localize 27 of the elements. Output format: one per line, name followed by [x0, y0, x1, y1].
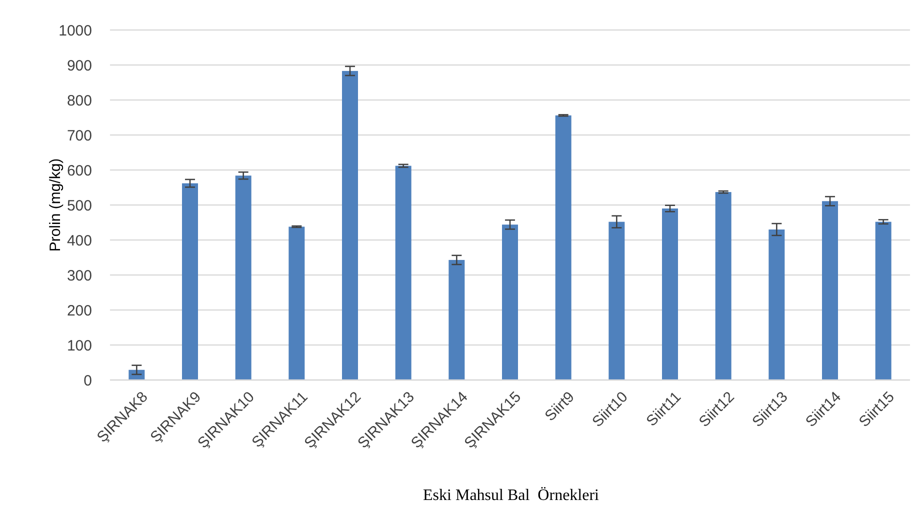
bar	[822, 201, 838, 380]
y-tick-label: 600	[66, 162, 92, 180]
bar	[662, 208, 678, 380]
bar	[555, 115, 572, 380]
y-axis-title: Prolin (mg/kg)	[47, 158, 64, 252]
y-tick-label: 900	[66, 57, 92, 74]
bar	[235, 176, 252, 380]
y-tick-label: 200	[66, 302, 92, 320]
y-tick-label: 700	[66, 127, 92, 144]
bar	[715, 192, 732, 380]
y-tick-label: 300	[66, 267, 92, 284]
y-tick-label: 0	[84, 372, 92, 390]
y-tick-label: 500	[66, 197, 92, 214]
y-tick-label: 400	[66, 232, 92, 250]
bar	[608, 222, 625, 380]
x-axis-title: Eski Mahsul Bal Örnekleri	[423, 487, 600, 504]
y-tick-label: 800	[66, 92, 92, 110]
bar	[182, 183, 198, 380]
bar	[875, 222, 892, 380]
y-tick-label: 100	[66, 337, 92, 354]
bar	[448, 260, 465, 380]
y-tick-label: 1000	[58, 22, 92, 40]
bar	[768, 230, 785, 380]
bar	[395, 166, 412, 380]
bar	[502, 224, 518, 380]
bar	[342, 70, 358, 380]
bar	[288, 226, 305, 380]
